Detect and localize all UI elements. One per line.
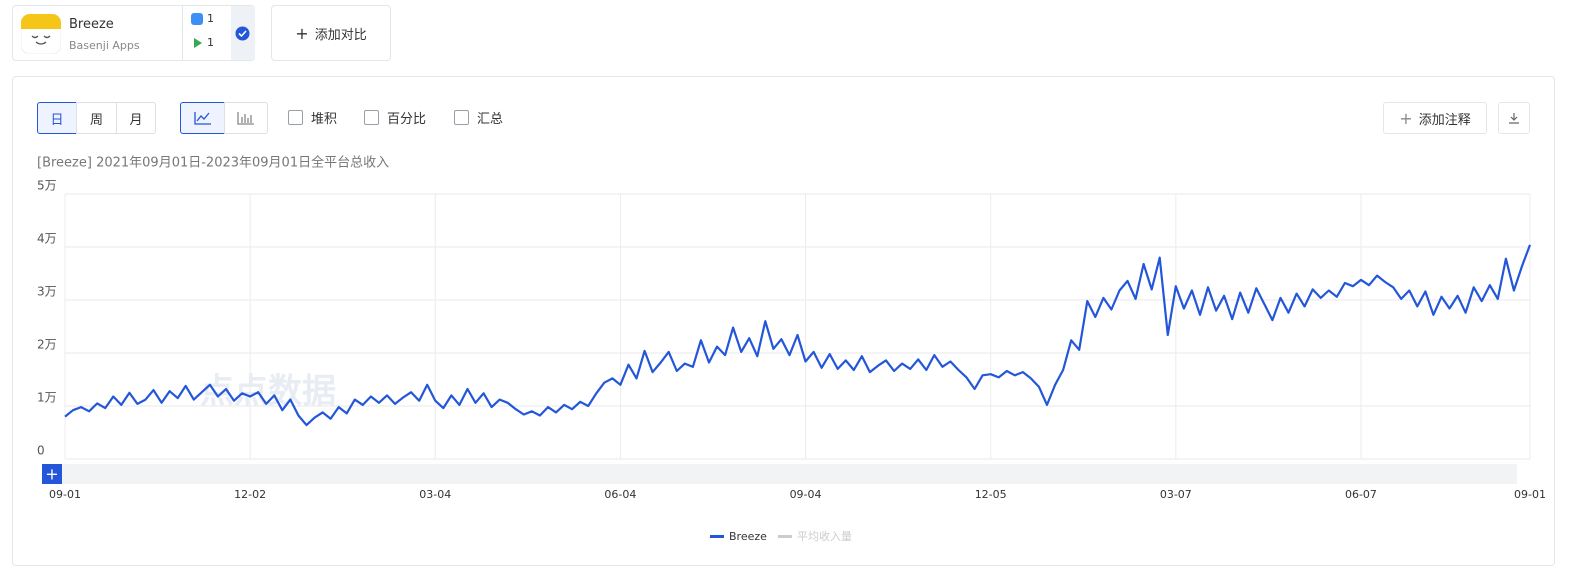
app-name: Breeze (69, 17, 114, 32)
add-compare[interactable]: + 添加对比 (271, 5, 391, 61)
x-tick-label: 12-02 (234, 488, 266, 501)
app-icon (21, 14, 61, 54)
x-tick-label: 03-07 (1160, 488, 1192, 501)
y-tick-label: 1万 (37, 391, 57, 405)
divider (182, 6, 231, 60)
y-tick-label: 0 (37, 444, 45, 458)
x-tick-label: 06-04 (604, 488, 636, 501)
navigator-handle[interactable] (42, 464, 62, 484)
percent-label: 百分比 (387, 112, 427, 127)
x-tick-label: 12-05 (975, 488, 1007, 501)
x-tick-label: 03-04 (419, 488, 451, 501)
line-series (64, 244, 1532, 427)
check-icon[interactable] (235, 26, 250, 41)
percent-checkbox[interactable]: 百分比 (364, 108, 426, 127)
stack-label: 堆积 (311, 112, 338, 127)
android-count: 1 (207, 36, 214, 49)
legend-swatch (710, 535, 724, 538)
total-checkbox[interactable]: 汇总 (454, 108, 503, 127)
ios-icon (191, 13, 203, 25)
y-tick-label: 2万 (37, 338, 57, 352)
navigator[interactable] (42, 464, 1517, 484)
y-tick-label: 5万 (37, 179, 57, 193)
app-developer: Basenji Apps (69, 39, 140, 52)
legend-label: Breeze (729, 530, 767, 543)
x-tick-label: 09-01 (49, 488, 81, 501)
month-btn[interactable]: 月 (116, 102, 156, 134)
x-tick-label: 06-07 (1345, 488, 1377, 501)
android-icon (194, 38, 202, 48)
download-btn[interactable] (1498, 102, 1530, 134)
ios-count: 1 (207, 12, 214, 25)
add-compare-label: 添加对比 (314, 27, 367, 43)
app-card[interactable]: Breeze Basenji Apps 1 1 (12, 5, 255, 61)
chart-card (12, 76, 1555, 566)
total-label: 汇总 (477, 112, 504, 127)
chart-subtitle: [Breeze] 2021年09月01日-2023年09月01日全平台总收入 (37, 155, 389, 171)
y-tick-label: 4万 (37, 232, 57, 246)
x-tick-label: 09-01 (1514, 488, 1546, 501)
line-btn[interactable] (180, 102, 225, 134)
y-tick-label: 3万 (37, 285, 57, 299)
x-tick-label: 09-04 (790, 488, 822, 501)
legend-swatch-inactive (778, 535, 792, 538)
stack-checkbox[interactable]: 堆积 (288, 108, 337, 127)
bar-btn[interactable] (224, 102, 268, 134)
add-note-label: 添加注释 (1418, 112, 1471, 128)
navigator-plus: + (45, 465, 58, 484)
legend-label-inactive: 平均收入量 (797, 529, 852, 543)
add-note-btn[interactable]: + 添加注释 (1383, 102, 1487, 134)
